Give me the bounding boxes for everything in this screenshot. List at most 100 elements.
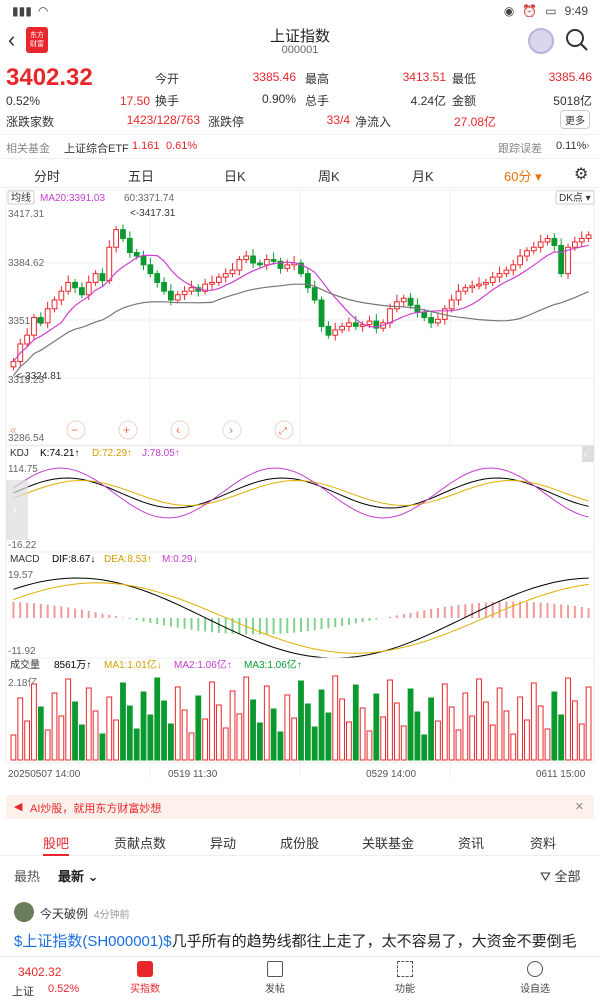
macd-bar <box>197 618 200 631</box>
fullscreen-icon[interactable]: ⤢ <box>279 426 287 437</box>
post-author[interactable]: 今天破例 <box>40 907 89 921</box>
tab-guba[interactable]: 股吧 <box>43 836 70 851</box>
megaphone-icon: ◀ <box>14 801 23 813</box>
scroll-right-icon[interactable]: › <box>229 423 233 437</box>
tab-movement[interactable]: 异动 <box>210 836 237 851</box>
macd-bar <box>395 615 398 618</box>
volume-bar <box>373 693 380 761</box>
back-icon[interactable]: ‹ <box>8 27 16 52</box>
content-tabs: 股吧 贡献点数 异动 成份股 关联基金 资讯 资料 <box>0 828 600 856</box>
tab-contribution[interactable]: 贡献点数 <box>114 836 167 851</box>
volume-ma2: MA2:1.06亿↑ <box>174 658 232 671</box>
macd-bar <box>183 618 186 629</box>
tab-timeline[interactable]: 分时 <box>34 169 61 184</box>
fund-price: 1.161 <box>132 140 160 152</box>
post-item[interactable]: 今天破例 4分钟前 $上证指数(SH000001)$几乎所有的趋势线都往上走了，… <box>0 900 600 960</box>
nav-functions[interactable]: 功能 <box>375 961 435 995</box>
related-label: 相关基金 <box>6 143 50 155</box>
add-circle-icon <box>527 961 543 977</box>
volume-bar <box>250 699 256 761</box>
tab-60min[interactable]: 60分 ▾ <box>504 169 542 184</box>
volume-bar <box>72 701 78 761</box>
nav-add-watchlist[interactable]: 设自选 <box>505 961 565 995</box>
macd-bar <box>389 616 392 618</box>
gear-icon[interactable]: ⚙ <box>574 166 589 183</box>
macd-dea: DEA:8.53↑ <box>104 554 152 565</box>
macd-bar <box>300 618 302 632</box>
candle <box>10 361 17 368</box>
candle <box>551 237 558 246</box>
alarm-icon: ⏰ <box>522 4 538 18</box>
search-icon[interactable] <box>564 27 590 53</box>
candle <box>181 290 188 296</box>
volume-ma1: MA1:1.01亿↓ <box>104 658 162 671</box>
volume-bar <box>120 682 126 761</box>
side-expand-handle[interactable] <box>6 480 28 540</box>
tab-weekly-k[interactable]: 周K <box>318 169 340 184</box>
macd-bar <box>573 606 576 618</box>
macd-bar <box>436 607 439 618</box>
scroll-left-icon[interactable]: ‹ <box>176 423 180 437</box>
more-button[interactable]: 更多 <box>560 110 590 129</box>
macd-bar <box>135 618 138 621</box>
volume-bar <box>551 691 558 761</box>
volume-value: 8561万↑ <box>54 660 91 671</box>
candle <box>126 237 133 254</box>
volume-bar <box>31 683 37 761</box>
close-icon[interactable]: ✕ <box>574 801 584 813</box>
candle <box>448 299 455 310</box>
nav-post[interactable]: 发帖 <box>245 961 305 995</box>
ma60-label: 60:3371.74 <box>124 193 174 204</box>
tab-profile[interactable]: 资料 <box>530 836 557 851</box>
high-label: 最高 <box>305 72 330 86</box>
candle <box>65 281 72 292</box>
collapse-panel-handle[interactable] <box>582 446 594 462</box>
kdj-label[interactable]: KDJ <box>10 448 29 459</box>
zoom-out-icon[interactable]: − <box>71 423 78 437</box>
collapse-left-icon[interactable]: « <box>10 423 17 437</box>
nav-buy-index[interactable]: 买指数 <box>115 961 175 995</box>
sort-hot[interactable]: 最热 <box>14 869 41 884</box>
x-label-1: 20250507 14:00 <box>8 769 81 780</box>
tab-related-funds[interactable]: 关联基金 <box>362 836 415 851</box>
related-fund-row[interactable]: 相关基金 上证综合ETF 1.161 0.61% 跟踪误差 0.11% › <box>0 134 600 156</box>
volume-label[interactable]: 成交量 <box>10 658 40 671</box>
filter-all[interactable]: ⛛ 全部 <box>540 869 581 884</box>
candle <box>222 273 229 278</box>
post-stock-link[interactable]: $上证指数(SH000001)$ <box>14 933 172 950</box>
macd-bar <box>484 602 487 618</box>
axis-min: 3286.54 <box>8 433 45 444</box>
active-tab-indicator <box>43 854 69 856</box>
fund-name[interactable]: 上证综合ETF <box>64 143 129 155</box>
volume-bar <box>10 734 17 761</box>
candle <box>250 255 256 264</box>
kline-chart[interactable]: 均线 MA20:3391.03 60:3371.74 DK点 ▾ 3417.31… <box>0 188 600 788</box>
ai-banner[interactable]: ◀ AI炒股，就用东方财富妙想 ✕ <box>6 795 594 819</box>
tab-constituents[interactable]: 成份股 <box>280 836 320 851</box>
eye-icon: ◉ <box>503 4 515 18</box>
avatar[interactable] <box>14 902 34 922</box>
macd-label[interactable]: MACD <box>10 554 39 565</box>
grid-icon <box>397 961 413 977</box>
candle <box>428 317 434 324</box>
axis-max: 3417.31 <box>8 209 45 220</box>
post-text[interactable]: $上证指数(SH000001)$几乎所有的趋势线都往上走了，太不容易了，大资金不… <box>14 933 577 950</box>
sort-new[interactable]: 最新 ⌄ <box>58 869 99 884</box>
macd-bar <box>46 604 49 618</box>
assistant-robot-icon[interactable] <box>528 28 554 54</box>
volume-bar <box>195 695 202 761</box>
kdj-j: J:78.05↑ <box>142 448 180 459</box>
adv-dec-value: 1423/128/763 <box>126 113 200 127</box>
candle <box>106 246 113 282</box>
dk-button[interactable] <box>555 190 595 205</box>
tab-monthly-k[interactable]: 月K <box>412 169 434 184</box>
tab-news[interactable]: 资讯 <box>458 836 485 851</box>
status-bar: ▮▮▮ ◠ ◉ ⏰ ▭ 9:49 <box>0 0 600 22</box>
indicator-selector[interactable] <box>7 190 35 205</box>
candle <box>393 301 400 310</box>
zoom-in-icon[interactable]: + <box>123 423 130 437</box>
tab-daily-k[interactable]: 日K <box>224 169 246 184</box>
tab-five-day[interactable]: 五日 <box>128 169 155 184</box>
axis-mid2: 3351.93 <box>8 316 45 327</box>
volume-bar <box>380 716 387 761</box>
